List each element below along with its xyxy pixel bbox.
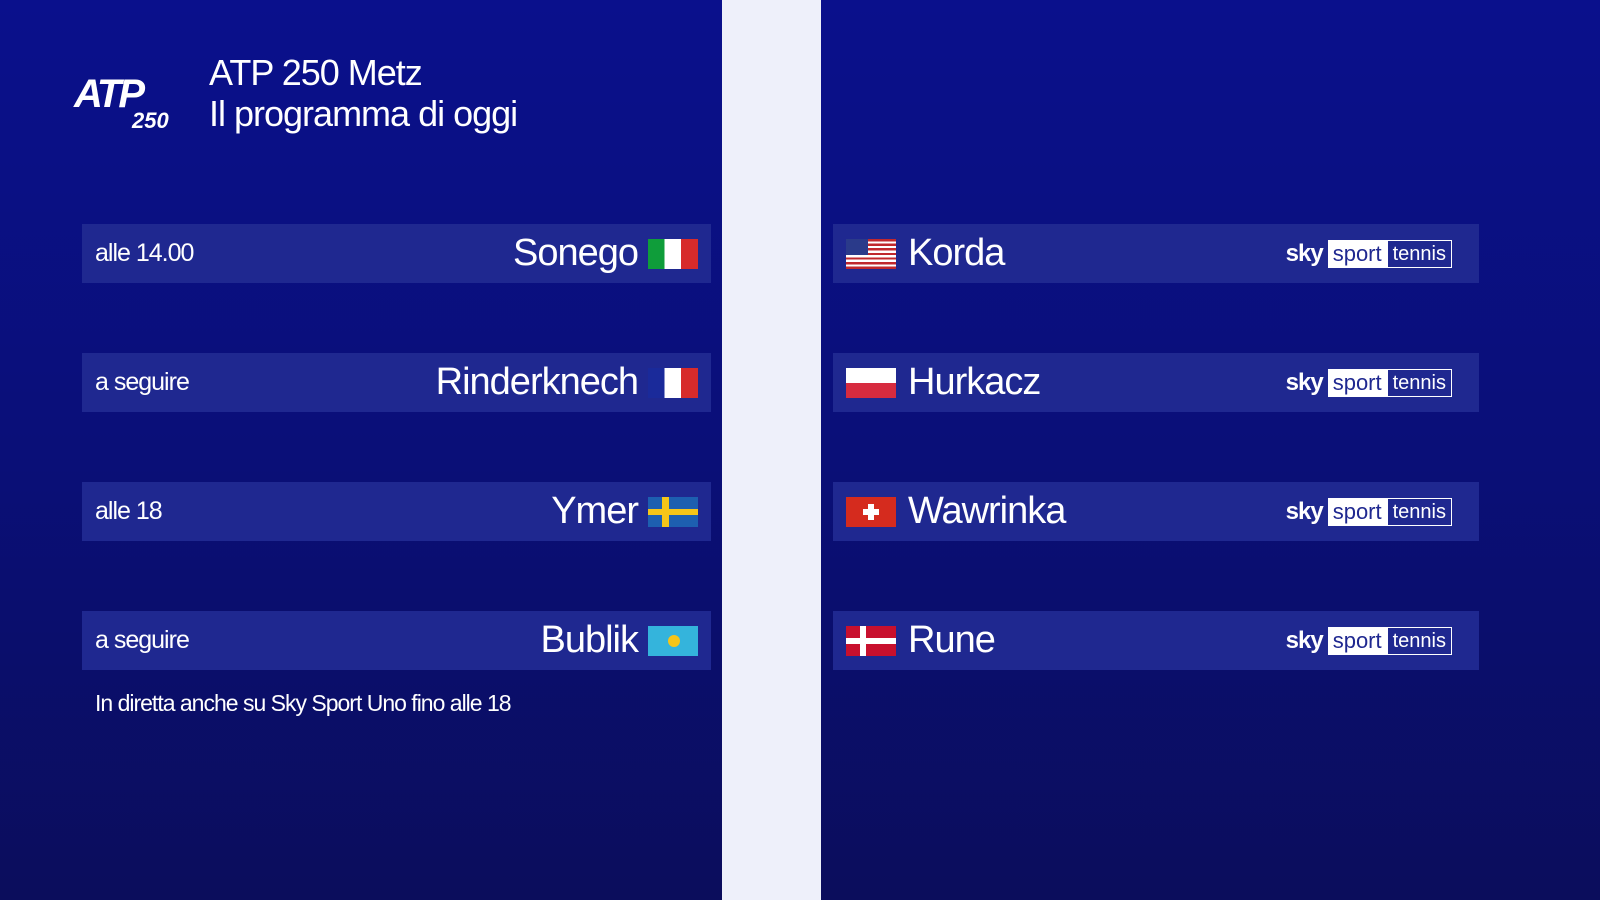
match-time: a seguire [95,626,190,654]
atp-250-logo: ATP 250 [70,72,180,133]
tennis-text: tennis [1386,239,1452,268]
sky-sport-tennis-logo: sky sport tennis [1285,239,1452,268]
player-name: Ymer [551,490,639,532]
center-divider [722,0,821,900]
match-time: alle 14.00 [95,239,194,267]
sport-text: sport [1327,497,1387,526]
sport-text: sport [1327,626,1387,655]
player-name: Rinderknech [435,361,639,403]
page-title: ATP 250 Metz Il programma di oggi [209,52,518,134]
logo-number: 250 [132,108,169,133]
broadcast-note: In diretta anche su Sky Sport Uno fino a… [95,690,512,716]
player-name: Wawrinka [908,490,1066,532]
match-time: alle 18 [95,497,163,525]
denmark-flag-icon [846,625,896,656]
sky-text: sky [1285,368,1324,396]
match-row-left: a seguire Rinderknech [82,353,711,412]
italy-flag-icon [648,238,698,269]
sky-text: sky [1285,497,1324,525]
tennis-text: tennis [1386,626,1452,655]
logo-text: ATP [74,72,145,116]
france-flag-icon [648,367,698,398]
tennis-text: tennis [1386,497,1452,526]
usa-flag-icon [846,238,896,269]
sky-sport-tennis-logo: sky sport tennis [1285,497,1452,526]
match-row-right: Rune sky sport tennis [833,611,1479,670]
switzerland-flag-icon [846,496,896,527]
sport-text: sport [1327,368,1387,397]
sky-sport-tennis-logo: sky sport tennis [1285,368,1452,397]
player-name: Hurkacz [908,361,1041,403]
sport-text: sport [1327,239,1387,268]
sweden-flag-icon [648,496,698,527]
player-name: Korda [908,232,1005,274]
title-line1: ATP 250 Metz [209,52,423,93]
title-line2: Il programma di oggi [209,93,518,134]
match-row-left: a seguire Bublik [82,611,711,670]
player-name: Rune [908,619,996,661]
sky-text: sky [1285,239,1324,267]
match-row-right: Korda sky sport tennis [833,224,1479,283]
kazakhstan-flag-icon [648,625,698,656]
player-name: Sonego [512,232,639,274]
sky-sport-tennis-logo: sky sport tennis [1285,626,1452,655]
match-row-right: Wawrinka sky sport tennis [833,482,1479,541]
match-row-left: alle 18 Ymer [82,482,711,541]
poland-flag-icon [846,367,896,398]
match-time: a seguire [95,368,190,396]
sky-text: sky [1285,626,1324,654]
player-name: Bublik [540,619,639,661]
match-row-left: alle 14.00 Sonego [82,224,711,283]
tennis-text: tennis [1386,368,1452,397]
match-row-right: Hurkacz sky sport tennis [833,353,1479,412]
